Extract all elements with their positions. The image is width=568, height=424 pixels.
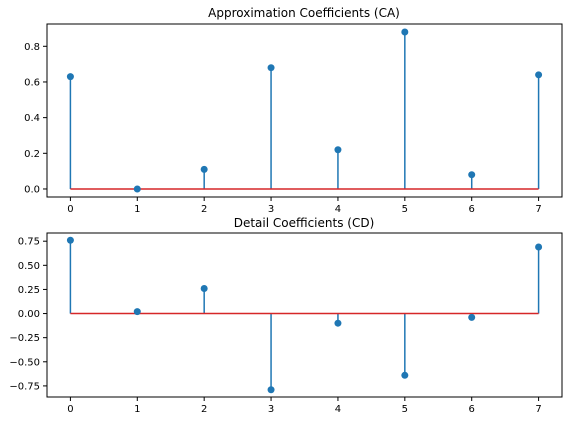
chart-title: Approximation Coefficients (CA) xyxy=(208,6,400,20)
data-point-marker xyxy=(334,319,342,327)
chart-title: Detail Coefficients (CD) xyxy=(234,216,375,230)
x-tick-label: 2 xyxy=(201,204,207,215)
data-point-marker xyxy=(66,73,74,81)
x-tick-label: 5 xyxy=(402,204,408,215)
y-tick-label: 0.00 xyxy=(18,309,40,320)
x-tick-label: 3 xyxy=(268,404,274,415)
x-tick-label: 2 xyxy=(201,404,207,415)
y-tick-label: 0.8 xyxy=(24,42,40,53)
x-tick-label: 7 xyxy=(535,404,541,415)
x-tick-label: 5 xyxy=(402,404,408,415)
approximation-coefficients-panel: Approximation Coefficients (CA) 0 1 2 3 4 5 6 7… xyxy=(24,6,563,215)
y-tick-label: −0.25 xyxy=(9,333,40,344)
x-tick-label: 4 xyxy=(335,404,341,415)
data-point-marker xyxy=(401,371,409,379)
data-point-marker xyxy=(133,185,141,193)
x-tick-label: 6 xyxy=(469,404,475,415)
y-tick-label: 0.0 xyxy=(24,184,40,195)
y-tick-label: −0.75 xyxy=(9,381,40,392)
y-tick-label: 0.25 xyxy=(18,285,40,296)
y-tick-label: 0.2 xyxy=(24,149,40,160)
y-tick-label: 0.50 xyxy=(18,261,40,272)
data-point-marker xyxy=(334,146,342,154)
data-point-marker xyxy=(66,236,74,244)
y-tick-label: 0.6 xyxy=(24,77,40,88)
data-point-marker xyxy=(401,28,409,36)
data-point-marker xyxy=(267,386,275,394)
data-point-marker xyxy=(535,243,543,251)
x-tick-label: 3 xyxy=(268,204,274,215)
x-tick-label: 1 xyxy=(134,404,140,415)
data-point-marker xyxy=(267,64,275,72)
y-tick-label: 0.75 xyxy=(18,237,40,248)
data-point-marker xyxy=(133,308,141,316)
x-tick-label: 7 xyxy=(535,204,541,215)
x-tick-label: 0 xyxy=(67,204,73,215)
data-point-marker xyxy=(468,171,476,179)
plot-area-frame xyxy=(46,23,563,198)
x-tick-label: 1 xyxy=(134,204,140,215)
data-point-marker xyxy=(468,313,476,321)
y-tick-label: −0.50 xyxy=(9,357,40,368)
y-tick-label: 0.4 xyxy=(24,113,40,124)
x-tick-label: 6 xyxy=(469,204,475,215)
x-tick-label: 4 xyxy=(335,204,341,215)
data-point-marker xyxy=(200,284,208,292)
detail-coefficients-panel: Detail Coefficients (CD) 0 1 2 3 4 5 6 7 0.75 0.5… xyxy=(9,216,563,415)
data-point-marker xyxy=(535,71,543,79)
x-tick-label: 0 xyxy=(67,404,73,415)
plot-area-frame xyxy=(46,232,563,398)
data-point-marker xyxy=(200,165,208,173)
